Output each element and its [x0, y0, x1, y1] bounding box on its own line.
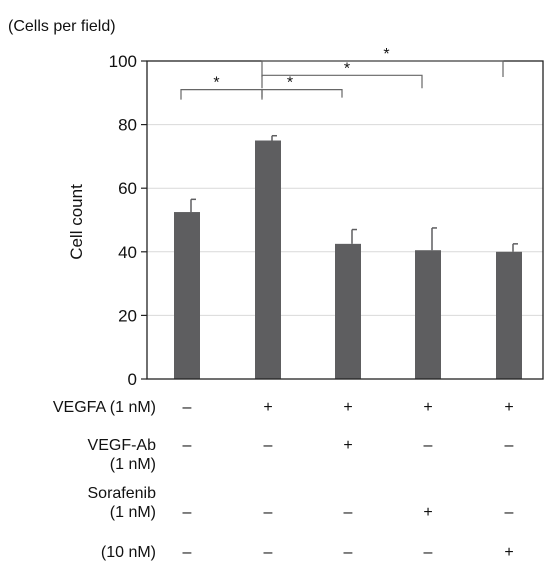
condition-mark: + [343, 437, 353, 454]
condition-mark: + [504, 544, 514, 561]
condition-label: Sorafenib (1 nM) [87, 485, 157, 521]
y-tick-label: 20 [118, 306, 137, 325]
condition-mark: – [343, 544, 353, 561]
condition-mark: – [423, 544, 433, 561]
condition-mark: – [504, 504, 514, 521]
condition-mark: – [263, 504, 273, 521]
condition-label: VEGFA (1 nM) [52, 399, 156, 416]
significance-bracket [261, 89, 343, 98]
condition-mark: – [263, 544, 273, 561]
condition-mark: – [182, 437, 192, 454]
bar [174, 212, 200, 379]
y-axis-label: Cell count [67, 184, 86, 260]
y-tick-label: 0 [128, 370, 137, 389]
condition-mark: + [423, 504, 433, 521]
condition-mark: + [343, 399, 353, 416]
significance-bracket [180, 89, 263, 100]
significance-label: * [383, 46, 389, 63]
bar [496, 251, 522, 379]
condition-label: VEGF-Ab (1 nM) [87, 437, 156, 473]
condition-mark: – [343, 504, 353, 521]
condition-mark: + [504, 399, 514, 416]
bar [255, 140, 281, 379]
condition-mark: – [182, 399, 192, 416]
condition-mark: + [263, 399, 273, 416]
condition-mark: – [263, 437, 273, 454]
significance-label: * [213, 75, 219, 92]
y-tick-label: 40 [118, 243, 137, 262]
condition-mark: – [504, 437, 514, 454]
condition-mark: + [423, 399, 433, 416]
y-tick-label: 60 [118, 179, 137, 198]
y-tick-label: 80 [118, 116, 137, 135]
bar [415, 250, 441, 379]
y-tick-label: 100 [109, 52, 137, 71]
y-unit-label: (Cells per field) [8, 18, 116, 35]
condition-mark: – [182, 544, 192, 561]
bar [335, 243, 361, 379]
condition-label: (10 nM) [100, 544, 156, 561]
condition-mark: – [423, 437, 433, 454]
significance-label: * [344, 60, 350, 77]
significance-bracket [261, 74, 423, 89]
significance-bracket [261, 60, 504, 77]
significance-label: * [287, 75, 293, 92]
condition-mark: – [182, 504, 192, 521]
